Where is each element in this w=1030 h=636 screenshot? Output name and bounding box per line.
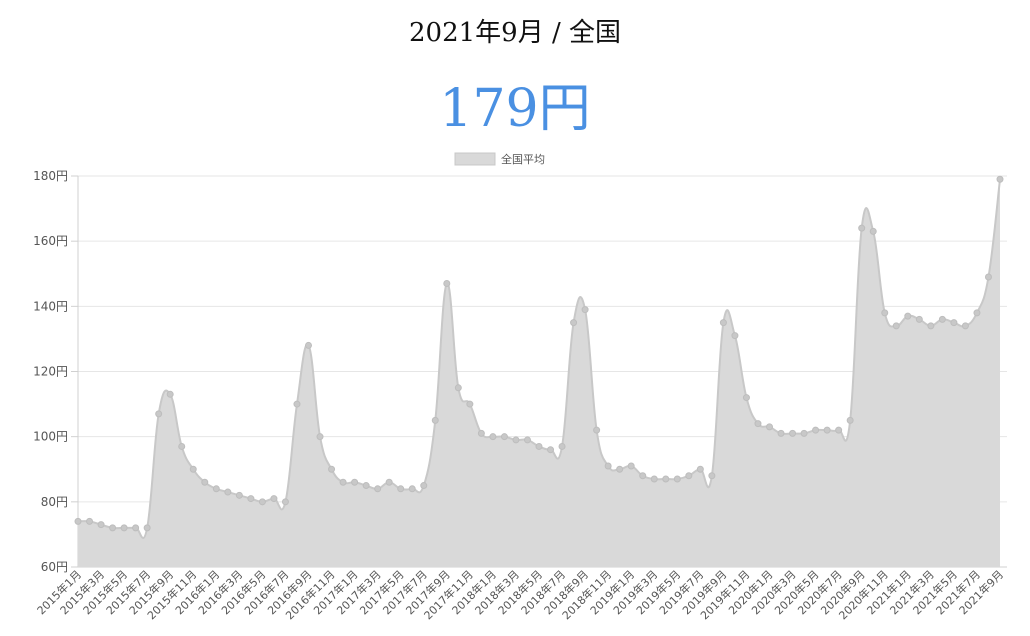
data-point[interactable] (281, 498, 289, 506)
data-point[interactable] (673, 475, 681, 483)
data-point[interactable] (754, 420, 762, 428)
data-point[interactable] (132, 524, 140, 532)
data-point[interactable] (627, 462, 635, 470)
data-point[interactable] (742, 394, 750, 402)
data-point[interactable] (800, 429, 808, 437)
data-point[interactable] (719, 319, 727, 327)
data-point[interactable] (500, 433, 508, 441)
data-point[interactable] (547, 446, 555, 454)
data-point[interactable] (477, 429, 485, 437)
data-point[interactable] (523, 436, 531, 444)
data-point[interactable] (235, 491, 243, 499)
data-point[interactable] (616, 465, 624, 473)
data-point[interactable] (339, 478, 347, 486)
data-point[interactable] (443, 280, 451, 288)
data-point[interactable] (97, 521, 105, 529)
data-point[interactable] (397, 485, 405, 493)
data-point[interactable] (270, 495, 278, 503)
data-point[interactable] (535, 442, 543, 450)
data-point[interactable] (109, 524, 117, 532)
data-point[interactable] (961, 322, 969, 330)
legend[interactable]: 全国平均 (454, 152, 545, 166)
data-point[interactable] (812, 426, 820, 434)
y-axis: 60円 80円 100円 120円 140円 160円 180円 (33, 169, 68, 574)
data-point[interactable] (328, 465, 336, 473)
y-tick-label: 140円 (33, 299, 68, 313)
y-tick-label: 60円 (41, 560, 68, 574)
data-point[interactable] (247, 495, 255, 503)
x-axis: 2015年1月2015年3月2015年5月2015年7月2015年9月2015年… (34, 567, 1006, 622)
data-point[interactable] (120, 524, 128, 532)
data-point[interactable] (731, 332, 739, 340)
data-point[interactable] (466, 400, 474, 408)
data-point[interactable] (454, 384, 462, 392)
data-point[interactable] (570, 319, 578, 327)
data-point[interactable] (685, 472, 693, 480)
data-point[interactable] (224, 488, 232, 496)
data-point[interactable] (892, 322, 900, 330)
data-point[interactable] (166, 390, 174, 398)
y-tick-label: 80円 (41, 495, 68, 509)
data-point[interactable] (86, 517, 94, 525)
data-point[interactable] (835, 426, 843, 434)
legend-swatch (454, 152, 496, 166)
data-point[interactable] (696, 465, 704, 473)
data-point[interactable] (938, 315, 946, 323)
data-point[interactable] (823, 426, 831, 434)
data-point[interactable] (950, 319, 958, 327)
y-tick-label: 120円 (33, 365, 68, 379)
data-point[interactable] (189, 465, 197, 473)
legend-label: 全国平均 (501, 152, 545, 166)
data-point[interactable] (789, 429, 797, 437)
y-tick-label: 160円 (33, 234, 68, 248)
data-point[interactable] (858, 224, 866, 232)
data-point[interactable] (489, 433, 497, 441)
data-point[interactable] (362, 482, 370, 490)
data-point[interactable] (305, 341, 312, 349)
data-points (74, 175, 1004, 532)
data-point[interactable] (351, 478, 359, 486)
data-point[interactable] (558, 442, 566, 450)
data-point[interactable] (581, 306, 589, 314)
data-point[interactable] (869, 227, 877, 235)
y-tick-label: 180円 (33, 169, 68, 183)
data-point[interactable] (604, 462, 612, 470)
data-point[interactable] (927, 322, 935, 330)
data-point[interactable] (662, 475, 670, 483)
data-point[interactable] (766, 423, 773, 431)
data-point[interactable] (293, 400, 301, 408)
y-tick-label: 100円 (33, 430, 68, 444)
data-point[interactable] (639, 472, 647, 480)
data-point[interactable] (593, 426, 601, 434)
data-point[interactable] (973, 309, 981, 317)
data-point[interactable] (777, 429, 785, 437)
data-point[interactable] (708, 472, 716, 480)
data-point[interactable] (178, 442, 186, 450)
data-point[interactable] (385, 478, 393, 486)
page-title: 2021年9月 / 全国 (409, 18, 621, 48)
area-fill (78, 179, 1000, 567)
data-point[interactable] (881, 309, 889, 317)
data-point[interactable] (996, 175, 1004, 183)
data-point[interactable] (420, 482, 428, 490)
data-point[interactable] (904, 312, 912, 320)
data-point[interactable] (846, 416, 854, 424)
data-point[interactable] (74, 517, 82, 525)
data-point[interactable] (408, 485, 416, 493)
data-point[interactable] (512, 436, 520, 444)
data-point[interactable] (212, 485, 220, 493)
data-point[interactable] (650, 475, 658, 483)
data-point[interactable] (984, 273, 992, 281)
data-point[interactable] (201, 478, 209, 486)
data-point[interactable] (915, 315, 923, 323)
data-point[interactable] (316, 433, 324, 441)
data-point[interactable] (155, 410, 163, 418)
current-price: 179円 (439, 79, 591, 139)
data-point[interactable] (431, 416, 439, 424)
data-point[interactable] (143, 524, 151, 532)
data-point[interactable] (258, 498, 266, 506)
data-point[interactable] (374, 485, 382, 493)
